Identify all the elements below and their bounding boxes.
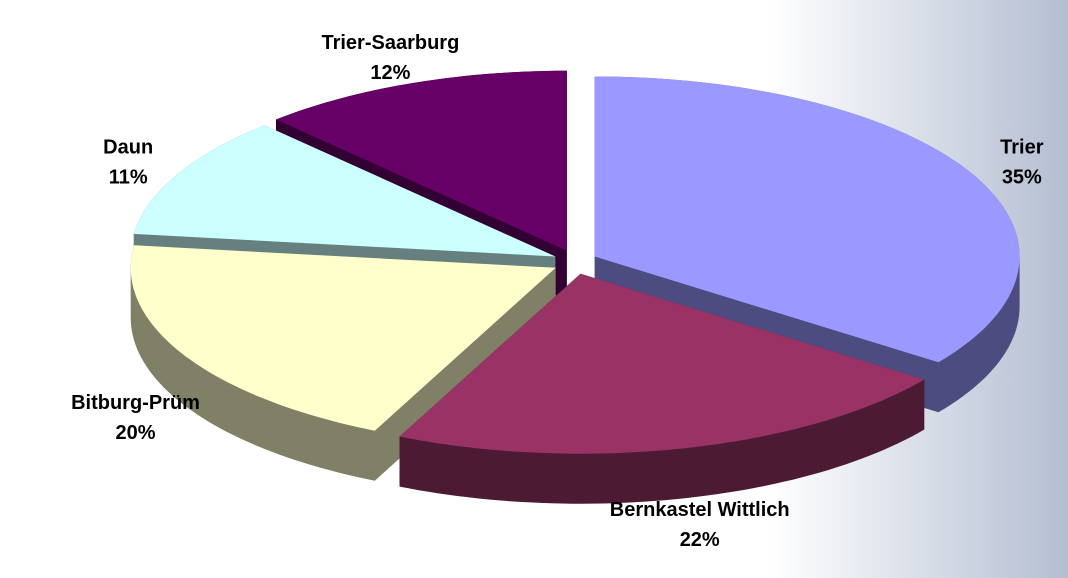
- value-label: 11%: [109, 167, 148, 189]
- slice: [594, 76, 1020, 363]
- slice-label: Bernkastel Wittlich: [610, 499, 790, 521]
- slice: [133, 125, 556, 257]
- pie: [130, 70, 1020, 504]
- value-label: 12%: [370, 62, 410, 84]
- slice-label: Daun: [103, 137, 153, 159]
- slice: [399, 273, 925, 454]
- slice-label: Bitburg-Prüm: [71, 392, 200, 414]
- value-label: 22%: [680, 529, 720, 551]
- slice: [276, 70, 567, 251]
- value-label: 35%: [1002, 167, 1042, 189]
- labels: Trier 35% Bernkastel Wittlich 22% Bitburg-Pr…: [71, 32, 1044, 551]
- slice-label: Trier-Saarburg: [321, 32, 459, 54]
- value-label: 20%: [116, 422, 156, 444]
- slice-label: Trier: [1000, 137, 1044, 159]
- slice: [130, 245, 556, 431]
